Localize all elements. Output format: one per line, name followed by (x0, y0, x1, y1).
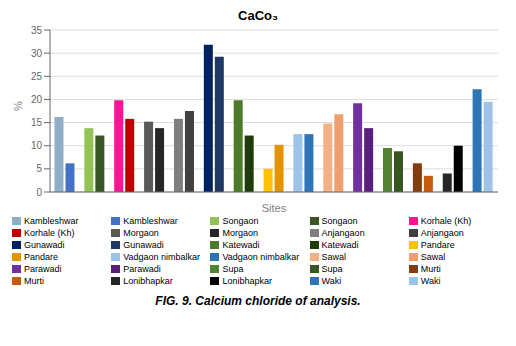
html-text:CaCo₃: CaCo₃ (238, 8, 278, 23)
html-text:Lonibhapkar: Lonibhapkar (222, 276, 272, 286)
html-text:Gunawadi: Gunawadi (24, 240, 65, 250)
html-text:Morgaon: Morgaon (222, 228, 258, 238)
svg-text:20: 20 (31, 94, 43, 105)
svg-text:10: 10 (31, 140, 43, 151)
svg-text:%: % (12, 101, 24, 111)
svg-text:Sites: Sites (262, 202, 287, 214)
html-text:Korhale (Kh): Korhale (Kh) (420, 216, 472, 226)
svg-text:5: 5 (36, 163, 42, 174)
svg-text:15: 15 (31, 117, 43, 128)
svg-text:30: 30 (31, 48, 43, 59)
html-text:Katewadi: Katewadi (222, 240, 260, 250)
html-text:Songaon: Songaon (321, 216, 358, 226)
html-text:Kambleshwar: Kambleshwar (123, 216, 178, 226)
svg-text:35: 35 (31, 25, 43, 36)
html-text:Parawadi: Parawadi (123, 264, 161, 274)
html-text:Supa: Supa (321, 264, 343, 274)
html-text:Waki: Waki (420, 276, 441, 286)
html-text:Kambleshwar: Kambleshwar (24, 216, 79, 226)
html-text:Anjangaon: Anjangaon (321, 228, 365, 238)
html-text:Vadgaon nimbalkar: Vadgaon nimbalkar (222, 252, 300, 262)
svg-text:0: 0 (36, 187, 42, 198)
html-text:Anjangaon: Anjangaon (420, 228, 464, 238)
html-text:Pandare: Pandare (420, 240, 455, 250)
svg-text:25: 25 (31, 71, 43, 82)
html-text:Gunawadi: Gunawadi (123, 240, 164, 250)
html-text:Supa: Supa (222, 264, 244, 274)
html-text:Murti: Murti (24, 276, 44, 286)
html-text:Katewadi: Katewadi (321, 240, 359, 250)
html-text:Waki: Waki (321, 276, 342, 286)
html-text:Lonibhapkar: Lonibhapkar (123, 276, 173, 286)
html-text:Vadgaon nimbalkar: Vadgaon nimbalkar (123, 252, 201, 262)
html-text:Sawal: Sawal (420, 252, 446, 262)
html-text:Pandare: Pandare (24, 252, 58, 262)
html-text:Songaon: Songaon (222, 216, 259, 226)
html-text:FIG. 9. Calcium chloride of an: FIG. 9. Calcium chloride of analysis. (155, 294, 361, 308)
html-text:Parawadi: Parawadi (24, 264, 62, 274)
html-text:Morgaon: Morgaon (123, 228, 159, 238)
html-text:Murti: Murti (420, 264, 441, 274)
html-text:Sawal: Sawal (321, 252, 347, 262)
html-text:Korhale (Kh): Korhale (Kh) (24, 228, 75, 238)
